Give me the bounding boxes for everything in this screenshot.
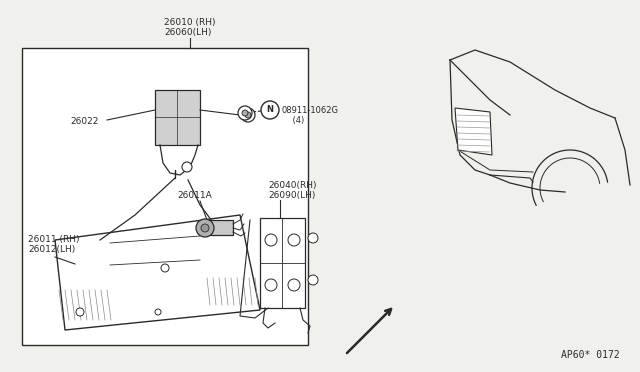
- Circle shape: [155, 309, 161, 315]
- Polygon shape: [455, 108, 492, 155]
- Text: 26011A: 26011A: [178, 191, 212, 200]
- Text: 26040(RH)
26090(LH): 26040(RH) 26090(LH): [268, 180, 317, 200]
- Circle shape: [238, 106, 252, 120]
- Circle shape: [76, 308, 84, 316]
- Circle shape: [308, 275, 318, 285]
- Text: 26022: 26022: [70, 118, 99, 126]
- Text: N: N: [266, 106, 273, 115]
- Circle shape: [261, 101, 279, 119]
- Circle shape: [201, 224, 209, 232]
- Circle shape: [242, 110, 248, 116]
- Circle shape: [308, 233, 318, 243]
- Polygon shape: [55, 215, 260, 330]
- Text: 08911-1062G
    (4): 08911-1062G (4): [282, 106, 339, 125]
- Bar: [22, 48, 308, 345]
- Text: 26010 (RH)
26060(LH): 26010 (RH) 26060(LH): [164, 18, 216, 38]
- Circle shape: [265, 234, 277, 246]
- Circle shape: [196, 219, 214, 237]
- Text: AP60* 0172: AP60* 0172: [561, 350, 620, 360]
- Bar: [260, 218, 305, 308]
- Circle shape: [245, 112, 251, 118]
- Bar: [205, 220, 233, 235]
- Text: 26011 (RH)
26012(LH): 26011 (RH) 26012(LH): [28, 235, 79, 254]
- Circle shape: [288, 279, 300, 291]
- Circle shape: [288, 234, 300, 246]
- Circle shape: [241, 108, 255, 122]
- Circle shape: [161, 264, 169, 272]
- Circle shape: [265, 279, 277, 291]
- Bar: [155, 90, 200, 145]
- Circle shape: [182, 162, 192, 172]
